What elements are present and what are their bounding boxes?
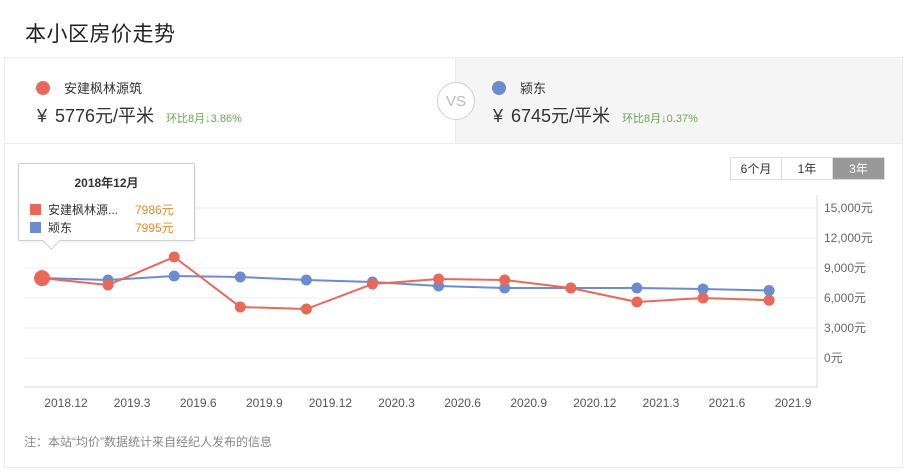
data-point[interactable] [168,270,180,282]
tooltip-series-value: 7986元 [135,203,174,217]
chart-tooltip: 2018年12月 安建枫林源... 7986元 颍东 7995元 [18,163,195,241]
legend-square-icon [30,222,41,233]
page-title: 本小区房价走势 [25,23,176,46]
price-trend-panel: 安建枫林源筑 ¥ 5776元/平米 环比8月↓3.86% VS 颍东 ¥ 674… [4,57,903,468]
time-range-tabs: 6个月 1年 3年 [730,157,885,180]
currency-symbol: ¥ [37,106,48,126]
data-point[interactable] [102,279,114,291]
y-tick-label: 12,000元 [824,231,873,245]
x-tick-label: 2021.3 [643,396,680,410]
compare-right-district: 颍东 ¥ 6745元/平米 环比8月↓0.37% [455,58,902,143]
data-point[interactable] [763,285,775,297]
data-point[interactable] [234,271,246,283]
tooltip-series-value: 7995元 [135,221,174,235]
vs-badge: VS [437,82,475,120]
x-tick-label: 2020.12 [573,396,617,410]
tooltip-title: 2018年12月 [74,176,139,190]
x-tick-label: 2021.6 [709,396,746,410]
data-source-note: 注：本站“均价”数据统计来自经纪人发布的信息 [24,435,272,449]
data-point[interactable] [367,278,378,290]
data-point[interactable] [499,282,511,294]
tooltip-series-name: 安建枫林源... [48,203,119,217]
x-tick-label: 2018.12 [44,396,88,410]
series-color-dot-icon [492,80,506,95]
district-name: 颍东 [520,81,547,96]
legend-square-icon [30,204,41,215]
x-tick-label: 2021.9 [775,396,812,410]
month-over-month-change: 环比8月↓0.37% [622,113,698,125]
data-point[interactable] [565,282,577,294]
series-color-dot-icon [36,80,50,95]
x-tick-label: 2019.12 [309,396,353,410]
x-tick-label: 2020.9 [510,396,547,410]
compare-left-community: 安建枫林源筑 ¥ 5776元/平米 环比8月↓3.86% [5,58,455,143]
comparison-header: 安建枫林源筑 ¥ 5776元/平米 环比8月↓3.86% VS 颍东 ¥ 674… [5,58,902,144]
data-point[interactable] [499,274,511,286]
tooltip-series-name: 颍东 [48,221,73,235]
x-tick-label: 2019.6 [180,396,217,410]
y-tick-label: 0元 [824,351,843,365]
y-tick-label: 15,000元 [824,201,873,215]
average-price: 6745元/平米 [511,106,611,126]
y-tick-label: 9,000元 [824,261,866,275]
data-point[interactable] [697,292,709,304]
tab-3-years[interactable]: 3年 [833,158,884,179]
month-over-month-change: 环比8月↓3.86% [166,113,242,125]
data-point[interactable] [300,303,312,315]
tab-1-year[interactable]: 1年 [782,158,833,179]
data-point[interactable] [763,294,775,306]
data-point[interactable] [433,273,445,285]
y-tick-label: 3,000元 [824,321,866,335]
average-price: 5776元/平米 [55,106,155,126]
x-tick-label: 2019.3 [114,396,151,410]
data-point[interactable] [168,251,180,263]
x-tick-label: 2020.6 [444,396,481,410]
series-line [41,255,770,311]
data-point[interactable] [34,270,50,287]
tab-6-months[interactable]: 6个月 [731,158,782,179]
data-point[interactable] [697,283,709,295]
data-point[interactable] [631,296,643,308]
y-tick-label: 6,000元 [824,291,866,305]
tooltip-row: 颍东 7995元 [30,219,185,236]
data-point[interactable] [631,282,643,294]
data-point[interactable] [234,301,246,313]
series-line [41,274,770,292]
tooltip-row: 安建枫林源... 7986元 [30,201,185,218]
x-tick-label: 2020.3 [378,396,415,410]
community-name: 安建枫林源筑 [64,81,143,96]
x-tick-label: 2019.9 [246,396,283,410]
currency-symbol: ¥ [493,106,504,126]
data-point[interactable] [300,274,312,286]
